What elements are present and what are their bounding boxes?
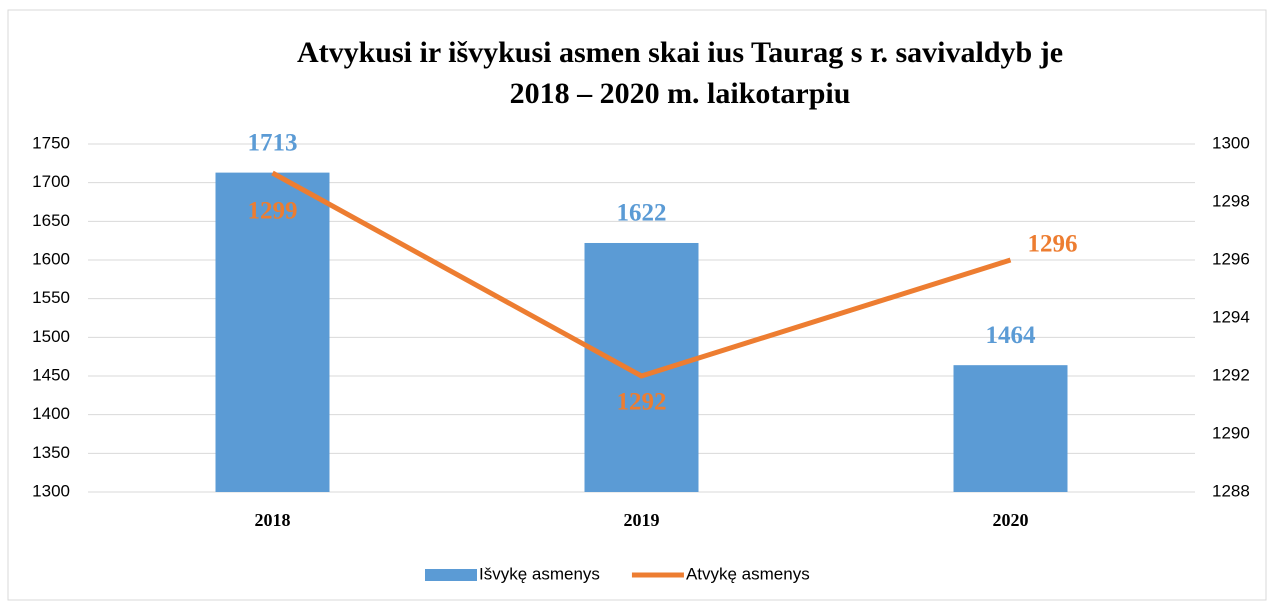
- y2-tick-label: 1292: [1212, 365, 1250, 384]
- y-tick-label: 1600: [32, 249, 70, 268]
- line: [271, 170, 1012, 379]
- y2-tick-label: 1294: [1212, 307, 1250, 326]
- y-tick-label: 1700: [32, 172, 70, 191]
- y-tick-label: 1500: [32, 327, 70, 346]
- bar: [953, 365, 1068, 492]
- bar: [215, 172, 330, 492]
- data-label: 1464: [986, 322, 1037, 349]
- y-tick-label: 1550: [32, 288, 70, 307]
- data-label: 1299: [248, 198, 298, 225]
- data-label: 1622: [617, 200, 667, 227]
- y-tick-label: 1400: [32, 404, 70, 423]
- chart-title: 2018 – 2020 m. laikotarpiu: [510, 77, 851, 110]
- y2-tick-label: 1296: [1212, 249, 1250, 268]
- y-tick-label: 1450: [32, 365, 70, 384]
- y-tick-label: 1650: [32, 211, 70, 230]
- legend-label: Išvykę asmenys: [479, 564, 600, 583]
- y-tick-label: 1300: [32, 481, 70, 500]
- data-label: 1713: [248, 129, 298, 156]
- y-tick-label: 1350: [32, 443, 70, 462]
- y-tick-label: 1750: [32, 133, 70, 152]
- x-tick-label: 2018: [255, 510, 291, 530]
- data-label: 1292: [617, 389, 667, 416]
- bar: [584, 242, 699, 492]
- x-tick-label: 2020: [993, 510, 1029, 530]
- legend-swatch: [425, 569, 477, 581]
- data-label: 1296: [1028, 231, 1078, 258]
- chart-title: Atvykusi ir išvykusi asmen skai ius Taur…: [297, 36, 1063, 69]
- y2-tick-label: 1288: [1212, 481, 1250, 500]
- legend-label: Atvykę asmenys: [686, 564, 810, 583]
- y2-tick-label: 1300: [1212, 133, 1250, 152]
- x-tick-label: 2019: [624, 510, 660, 530]
- y2-tick-label: 1290: [1212, 423, 1250, 442]
- y2-tick-label: 1298: [1212, 191, 1250, 210]
